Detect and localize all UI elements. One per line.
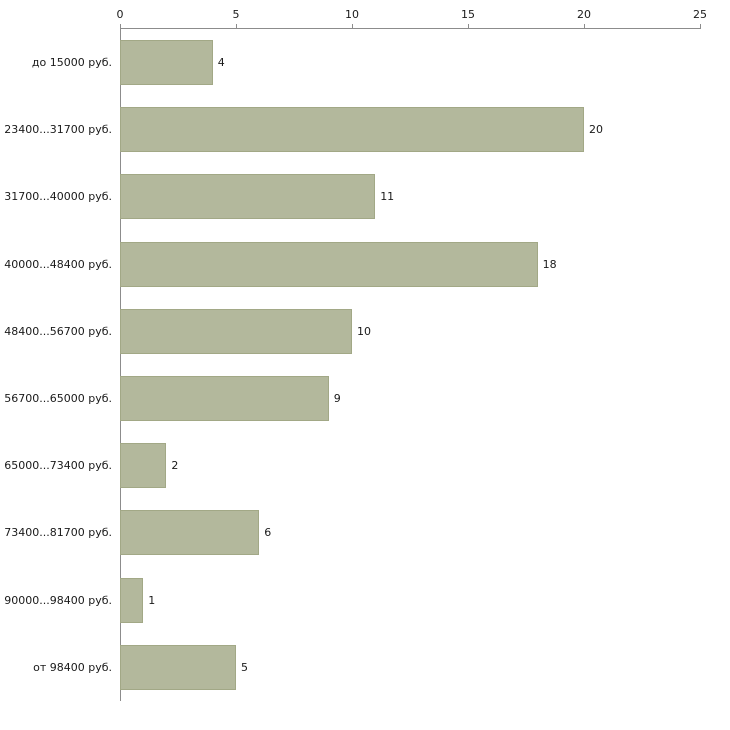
bar-row: 56700...65000 руб. 9 [0, 365, 730, 432]
value-label: 11 [380, 190, 395, 204]
bar [120, 308, 352, 354]
category-label: от 98400 руб. [33, 660, 112, 674]
tick-label: 25 [693, 8, 707, 21]
bar [120, 577, 144, 623]
bar [120, 644, 236, 690]
bar-area: 4 [119, 29, 730, 96]
value-label: 1 [148, 593, 156, 607]
bar [120, 376, 329, 422]
bar-row: 65000...73400 руб. 2 [0, 432, 730, 499]
bar-row: от 98400 руб. 5 [0, 634, 730, 701]
category-label: 65000...73400 руб. [4, 459, 112, 473]
category-label: 56700...65000 руб. [4, 392, 112, 406]
bar-area: 9 [119, 365, 730, 432]
bar-area: 18 [119, 231, 730, 298]
bar-area: 6 [119, 499, 730, 566]
bar-area: 11 [119, 163, 730, 230]
bar-area: 20 [119, 96, 730, 163]
value-label: 10 [357, 324, 371, 338]
value-label: 2 [171, 459, 179, 473]
bar-row: 48400...56700 руб. 10 [0, 298, 730, 365]
tick-mark [119, 24, 121, 28]
tick-mark [467, 24, 469, 28]
category-label: 90000...98400 руб. [4, 593, 112, 607]
bar-row: 23400...31700 руб. 20 [0, 96, 730, 163]
bar [120, 443, 167, 489]
bar-row: до 15000 руб. 4 [0, 29, 730, 96]
bar-area: 1 [119, 567, 730, 634]
tick-label: 5 [232, 8, 240, 21]
value-label: 9 [333, 392, 341, 406]
bar [120, 174, 376, 220]
tick-mark [583, 24, 585, 28]
bar-rows: до 15000 руб. 4 23400...31700 руб. 20 31… [0, 29, 730, 701]
x-axis-line: 0 5 10 15 20 25 [117, 8, 707, 29]
category-label: 40000...48400 руб. [4, 257, 112, 271]
tick-label: 15 [461, 8, 475, 21]
value-label: 20 [589, 123, 603, 137]
tick-mark [699, 24, 701, 28]
tick-mark [351, 24, 353, 28]
bar-row: 40000...48400 руб. 18 [0, 231, 730, 298]
bar [120, 241, 538, 287]
value-label: 4 [217, 56, 225, 70]
value-label: 5 [241, 660, 248, 674]
bar-area: 5 [119, 634, 730, 701]
category-label: 31700...40000 руб. [4, 190, 112, 204]
bar-area: 10 [119, 298, 730, 365]
bar [120, 107, 584, 153]
tick-mark [235, 24, 237, 28]
bar-area: 2 [119, 432, 730, 499]
bar-row: 90000...98400 руб. 1 [0, 567, 730, 634]
y-axis-line [120, 28, 121, 701]
tick-label: 20 [577, 8, 591, 21]
tick-label: 10 [345, 8, 359, 21]
value-label: 18 [542, 257, 557, 271]
tick-label: 0 [116, 8, 124, 21]
category-label: 73400...81700 руб. [4, 526, 112, 540]
value-label: 6 [264, 526, 272, 540]
category-label: 48400...56700 руб. [4, 324, 112, 338]
category-label: 23400...31700 руб. [4, 123, 112, 137]
bar-row: 73400...81700 руб. 6 [0, 499, 730, 566]
bar [120, 40, 213, 86]
category-label: до 15000 руб. [31, 56, 112, 70]
bar-row: 31700...40000 руб. 11 [0, 163, 730, 230]
bar [120, 510, 260, 556]
